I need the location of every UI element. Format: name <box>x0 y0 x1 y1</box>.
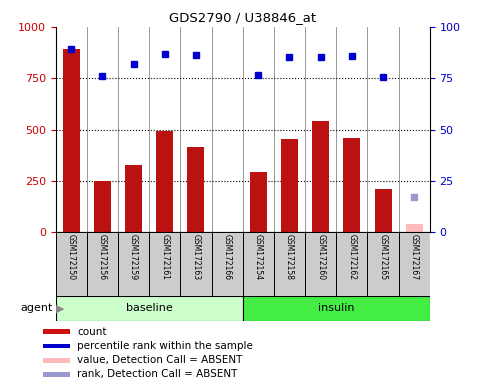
Bar <box>43 358 70 362</box>
Text: GSM172158: GSM172158 <box>285 234 294 280</box>
Bar <box>242 232 274 296</box>
Text: GSM172161: GSM172161 <box>160 234 169 280</box>
Bar <box>242 296 430 321</box>
Bar <box>398 232 430 296</box>
Bar <box>312 121 329 232</box>
Title: GDS2790 / U38846_at: GDS2790 / U38846_at <box>169 11 316 24</box>
Bar <box>43 344 70 348</box>
Text: GSM172166: GSM172166 <box>223 234 232 280</box>
Text: percentile rank within the sample: percentile rank within the sample <box>77 341 253 351</box>
Bar <box>94 181 111 232</box>
Bar <box>180 232 212 296</box>
Bar <box>250 172 267 232</box>
Text: insulin: insulin <box>318 303 355 313</box>
Bar <box>87 232 118 296</box>
Bar <box>43 329 70 334</box>
Bar <box>305 232 336 296</box>
Text: count: count <box>77 327 107 337</box>
Text: GSM172156: GSM172156 <box>98 234 107 280</box>
Text: baseline: baseline <box>126 303 172 313</box>
Text: GSM172163: GSM172163 <box>191 234 200 280</box>
Text: rank, Detection Call = ABSENT: rank, Detection Call = ABSENT <box>77 369 238 379</box>
Text: GSM172159: GSM172159 <box>129 234 138 280</box>
Bar <box>406 224 423 232</box>
Bar <box>274 232 305 296</box>
Bar <box>125 164 142 232</box>
Bar <box>43 372 70 377</box>
Bar <box>343 138 360 232</box>
Bar <box>156 131 173 232</box>
Text: ▶: ▶ <box>56 303 65 313</box>
Text: GSM172150: GSM172150 <box>67 234 76 280</box>
Bar <box>336 232 368 296</box>
Bar <box>149 232 180 296</box>
Text: GSM172167: GSM172167 <box>410 234 419 280</box>
Bar <box>118 232 149 296</box>
Bar <box>187 147 204 232</box>
Text: GSM172160: GSM172160 <box>316 234 325 280</box>
Text: agent: agent <box>21 303 53 313</box>
Bar <box>212 232 242 296</box>
Bar <box>63 50 80 232</box>
Text: GSM172165: GSM172165 <box>379 234 387 280</box>
Text: GSM172162: GSM172162 <box>347 234 356 280</box>
Bar <box>368 232 398 296</box>
Bar <box>56 296 242 321</box>
Bar <box>374 189 392 232</box>
Text: GSM172154: GSM172154 <box>254 234 263 280</box>
Text: value, Detection Call = ABSENT: value, Detection Call = ABSENT <box>77 355 242 365</box>
Bar <box>56 232 87 296</box>
Bar <box>281 139 298 232</box>
